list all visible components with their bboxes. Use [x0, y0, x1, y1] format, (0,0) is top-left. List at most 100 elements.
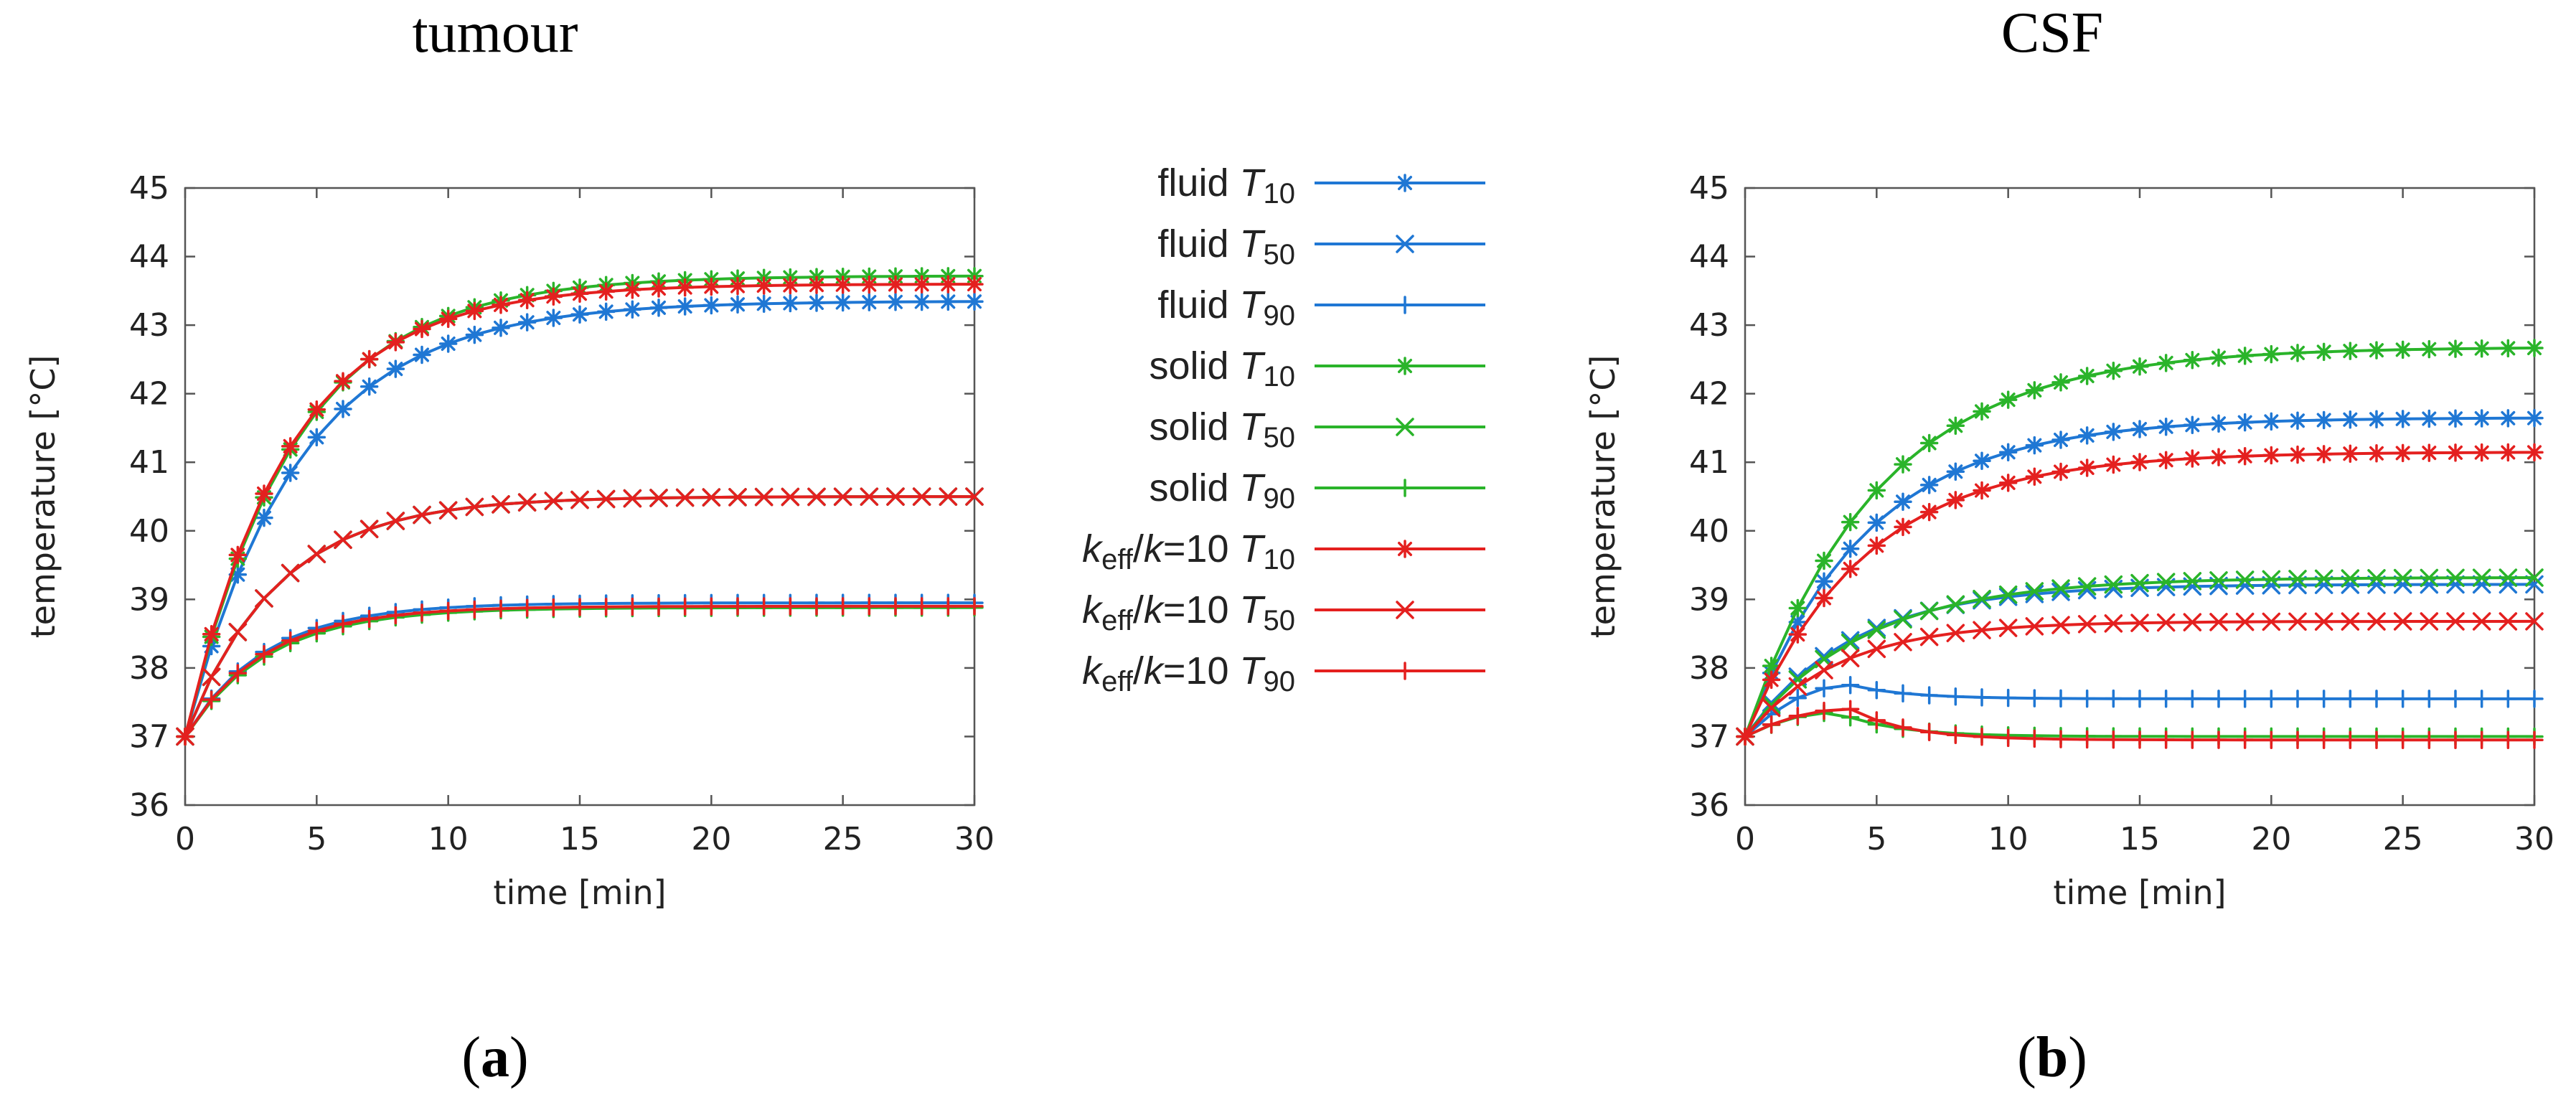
legend-marker [1396, 174, 1414, 192]
series-solid-t50 [1736, 568, 2544, 746]
legend-entry: solid T10 [1149, 344, 1485, 392]
data-point [1946, 725, 1965, 744]
data-point [2235, 612, 2255, 631]
legend-eq: =10 [1163, 588, 1240, 631]
data-point [1998, 587, 2018, 606]
legend-sub: 50 [1264, 239, 1296, 271]
data-point [596, 598, 616, 616]
data-point [1788, 688, 1808, 708]
legend-label: solid [1149, 344, 1239, 387]
legend-sub: 90 [1264, 666, 1296, 697]
panel-label-close: ) [509, 1026, 529, 1089]
data-point [2235, 730, 2255, 749]
data-point [2183, 449, 2202, 468]
data-point [833, 276, 852, 294]
data-point [2156, 730, 2176, 749]
data-point [255, 484, 273, 503]
data-point [623, 489, 642, 508]
data-point [2209, 348, 2228, 367]
data-point [1919, 601, 1939, 621]
data-point [939, 292, 958, 311]
data-point [2025, 582, 2044, 601]
data-point [2156, 690, 2176, 708]
data-point [2525, 568, 2544, 587]
data-point [2235, 570, 2255, 589]
data-point [2288, 445, 2307, 464]
data-point [2525, 730, 2544, 749]
x-axis-label: time [min] [493, 873, 666, 912]
data-point [1998, 728, 2018, 748]
data-point [886, 597, 905, 616]
data-point [413, 319, 431, 339]
data-point [228, 565, 248, 584]
data-point [754, 276, 774, 295]
legend-marker [1396, 296, 1414, 314]
legend-var: T [1240, 222, 1266, 265]
data-point [2472, 409, 2491, 428]
data-point [2525, 575, 2544, 594]
data-point [202, 636, 221, 656]
series-keff-k-10-t50 [1736, 612, 2544, 746]
data-point [2104, 575, 2123, 594]
y-tick-label: 38 [129, 650, 169, 687]
data-point [1815, 551, 1833, 570]
y-tick-label: 42 [1689, 376, 1729, 413]
data-point [413, 603, 431, 622]
y-tick-label: 45 [1689, 170, 1729, 207]
data-point [2472, 339, 2491, 358]
data-point [1946, 491, 1965, 509]
data-point [438, 334, 458, 353]
data-point [334, 372, 352, 390]
legend-marker [1396, 418, 1414, 436]
data-point [2472, 690, 2491, 708]
x-tick-label: 0 [1735, 821, 1755, 857]
legend-label: solid [1149, 405, 1239, 448]
data-point [702, 597, 721, 616]
data-point [2420, 339, 2439, 359]
data-point [807, 487, 826, 507]
panel-label-open: ( [461, 1026, 481, 1089]
data-point [2051, 730, 2070, 748]
data-point [2446, 612, 2465, 631]
data-point [1788, 677, 1808, 696]
data-point [1998, 586, 2018, 604]
data-point [2104, 730, 2123, 749]
data-point [1762, 657, 1781, 675]
data-point [939, 275, 958, 293]
data-point [2156, 451, 2176, 469]
data-point [781, 276, 800, 295]
data-point [2130, 690, 2149, 708]
data-point [2025, 729, 2044, 748]
data-point [359, 349, 379, 369]
data-point [2393, 340, 2412, 359]
data-point [860, 293, 879, 311]
data-point [359, 520, 379, 539]
data-point [413, 345, 431, 365]
legend-slash: / [1133, 527, 1144, 570]
y-axis-label: temperature [°C] [1584, 355, 1622, 639]
y-tick-label: 44 [129, 239, 169, 276]
data-point [649, 597, 668, 616]
data-point [2104, 361, 2123, 380]
data-point [1841, 540, 1860, 558]
data-point [2472, 612, 2491, 631]
data-point [359, 377, 379, 396]
data-point [517, 598, 537, 618]
data-point [860, 275, 879, 294]
data-point [623, 281, 642, 299]
data-point [912, 292, 931, 311]
data-point [807, 276, 826, 294]
data-point [386, 512, 405, 530]
data-point [2472, 443, 2491, 462]
data-point [2183, 415, 2202, 435]
data-point [1815, 588, 1833, 608]
data-point [675, 488, 695, 507]
data-point [544, 309, 563, 327]
data-point [2420, 568, 2439, 588]
panel-label-close: ) [2068, 1026, 2087, 1089]
data-point [2499, 443, 2518, 462]
x-tick-label: 30 [954, 821, 995, 857]
legend-var: T [1240, 405, 1266, 448]
data-point [649, 298, 668, 317]
